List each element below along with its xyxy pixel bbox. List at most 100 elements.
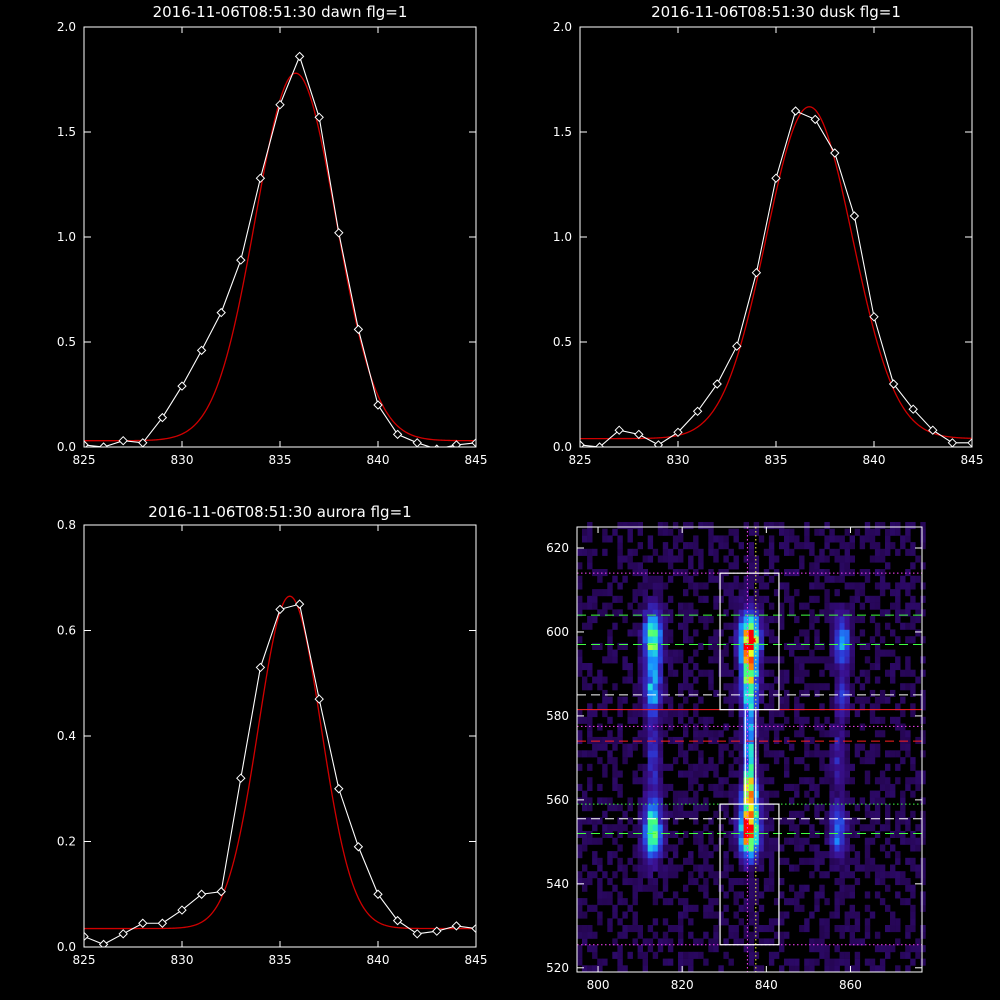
detector-pixel [844, 790, 850, 798]
detector-pixel [758, 938, 765, 946]
detector-pixel [768, 777, 775, 785]
detector-pixel [849, 649, 855, 657]
detector-pixel [693, 878, 699, 886]
detector-pixel [905, 609, 911, 617]
detector-pixel [607, 629, 613, 637]
detector-pixel [587, 837, 593, 845]
detector-pixel [617, 548, 623, 556]
detector-pixel [637, 569, 643, 577]
detector-pixel [718, 777, 724, 785]
detector-pixel [834, 683, 840, 691]
detector-pixel [657, 710, 664, 718]
detector-pixel [738, 797, 744, 805]
detector-pixel [617, 703, 623, 711]
detector-pixel [733, 830, 739, 838]
detector-pixel [779, 918, 785, 926]
detector-pixel [814, 891, 820, 899]
detector-pixel [647, 763, 654, 771]
detector-pixel [743, 555, 749, 563]
detector-pixel [905, 837, 911, 845]
detector-pixel [617, 542, 623, 550]
detector-pixel [905, 656, 911, 664]
detector-pixel [859, 757, 866, 765]
detector-pixel [819, 918, 825, 926]
detector-pixel [849, 689, 855, 697]
detector-peak-marker [751, 638, 756, 643]
detector-pixel [647, 770, 654, 778]
detector-pixel [809, 783, 815, 791]
detector-pixel [773, 730, 780, 738]
detector-pixel [688, 542, 694, 550]
detector-pixel [768, 636, 775, 644]
detector-pixel [743, 797, 749, 805]
detector-pixel [789, 817, 795, 825]
detector-pixel [854, 857, 861, 865]
detector-pixel [672, 891, 679, 899]
detector-pixel [829, 777, 835, 785]
detector-pixel [657, 851, 664, 859]
detector-pixel [612, 851, 618, 859]
detector-pixel [723, 642, 729, 650]
detector-pixel [647, 689, 654, 697]
detector-pixel [920, 522, 926, 530]
detector-pixel [713, 871, 719, 879]
detector-pixel [869, 743, 876, 751]
detector-pixel [834, 629, 840, 637]
detector-pixel [814, 743, 820, 751]
detector-pixel [733, 730, 739, 738]
detector-pixel [753, 595, 760, 603]
detector-pixel [844, 669, 850, 677]
aurora-chart-title: 2016-11-06T08:51:30 aurora flg=1 [148, 503, 411, 521]
detector-pixel [748, 763, 755, 771]
detector-pixel [879, 864, 886, 872]
detector-pixel [895, 891, 901, 899]
detector-pixel [743, 757, 749, 765]
detector-pixel [748, 790, 755, 798]
detector-pixel [718, 884, 724, 892]
detector-pixel [728, 790, 734, 798]
detector-pixel [829, 844, 835, 852]
detector-pixel [753, 575, 760, 583]
detector-pixel [667, 703, 674, 711]
detector-pixel [834, 925, 840, 933]
detector-pixel [703, 851, 709, 859]
detector-pixel [743, 770, 749, 778]
detector-pixel [597, 723, 603, 731]
detector-pixel [577, 851, 583, 859]
detector-pixel [799, 837, 805, 845]
detector-pixel [678, 837, 684, 845]
detector-pixel [829, 864, 835, 872]
detector-pixel [597, 965, 603, 973]
detector-pixel [662, 555, 669, 563]
detector-pixel [874, 945, 881, 953]
detector-pixel [753, 622, 760, 630]
detector-pixel [657, 770, 664, 778]
detector-pixel [895, 750, 901, 758]
detector-pixel [652, 696, 659, 704]
detector-pixel [779, 522, 785, 530]
detector-pixel [768, 683, 775, 691]
detector-pixel [698, 851, 704, 859]
detector-pixel [693, 548, 699, 556]
detector-pixel [849, 555, 855, 563]
detector-pixel [743, 716, 749, 724]
detector-pixel [839, 703, 845, 711]
detector-pixel [652, 797, 659, 805]
detector-pixel [632, 716, 638, 724]
detector-pixel [748, 837, 755, 845]
detector-pixel [733, 757, 739, 765]
detector-pixel [910, 945, 916, 953]
detector-pixel [910, 904, 916, 912]
detector-pixel [844, 716, 850, 724]
detector-pixel [632, 891, 638, 899]
detector-pixel [642, 602, 648, 610]
dawn-data-point [196, 345, 207, 356]
detector-pixel [693, 817, 699, 825]
detector-pixel [647, 595, 654, 603]
detector-pixel [879, 575, 886, 583]
detector-pixel [824, 656, 830, 664]
detector-pixel [652, 609, 659, 617]
detector-pixel [885, 582, 891, 590]
detector-pixel [738, 642, 744, 650]
detector-pixel [794, 898, 800, 906]
